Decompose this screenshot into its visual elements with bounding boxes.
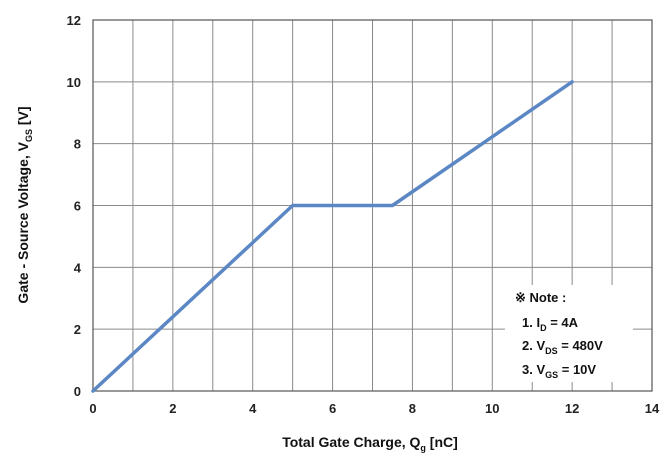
- y-tick-labels: 0 2 4 6 8 10 12: [67, 13, 82, 399]
- y-tick-label: 10: [67, 75, 81, 90]
- note-line-1: 1. ID = 4A: [522, 315, 579, 333]
- y-tick-label: 12: [67, 13, 81, 28]
- note-box: ※ Note : 1. ID = 4A 2. VDS = 480V 3. VGS…: [505, 285, 633, 382]
- gate-charge-curve: [91, 80, 574, 393]
- note-line-3: 3. VGS = 10V: [522, 362, 596, 380]
- y-tick-label: 2: [74, 322, 81, 337]
- y-axis-label: Gate - Source Voltage, VGS [V]: [15, 106, 34, 303]
- y-tick-label: 6: [74, 199, 81, 214]
- x-tick-label: 6: [329, 401, 336, 416]
- x-tick-label: 12: [565, 401, 579, 416]
- x-tick-label: 2: [169, 401, 176, 416]
- x-tick-label: 14: [645, 401, 660, 416]
- x-tick-label: 4: [249, 401, 257, 416]
- y-tick-label: 0: [74, 384, 81, 399]
- plot-border: [92, 19, 653, 392]
- note-line-2: 2. VDS = 480V: [522, 338, 603, 356]
- grid-lines: [92, 19, 653, 392]
- x-axis-label: Total Gate Charge, Qg [nC]: [282, 434, 458, 453]
- y-tick-label: 8: [74, 137, 81, 152]
- series-layer: [91, 80, 574, 393]
- note-title: ※ Note :: [515, 290, 566, 305]
- x-tick-label: 10: [485, 401, 499, 416]
- note-box-frame: [505, 285, 633, 382]
- x-tick-label: 8: [409, 401, 416, 416]
- y-tick-label: 4: [74, 260, 82, 275]
- x-tick-labels: 0 2 4 6 8 10 12 14: [89, 401, 660, 416]
- x-tick-label: 0: [89, 401, 96, 416]
